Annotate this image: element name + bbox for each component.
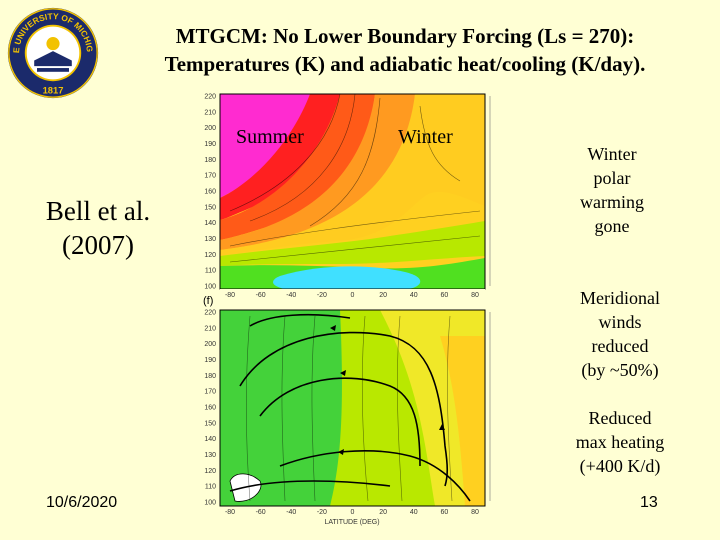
y-tick-label: 120 bbox=[204, 252, 216, 259]
x-tick-label: -20 bbox=[317, 509, 327, 516]
panel-tag: (f) bbox=[203, 295, 213, 307]
y-tick-label: 190 bbox=[204, 141, 216, 148]
x-tick-label: -80 bbox=[225, 509, 235, 516]
y-tick-label: 110 bbox=[205, 268, 216, 275]
x-tick-label: -60 bbox=[256, 292, 266, 299]
y-tick-label: 200 bbox=[204, 125, 216, 132]
note-line: Winter bbox=[587, 144, 637, 164]
note-line: Meridional bbox=[580, 288, 660, 308]
footer-page-number: 13 bbox=[640, 494, 658, 511]
reference-label: Bell et al. (2007) bbox=[28, 194, 168, 262]
x-tick-label: 0 bbox=[351, 292, 355, 299]
y-tick-label: 170 bbox=[204, 389, 216, 396]
winter-label: Winter bbox=[398, 126, 453, 148]
x-tick-label: 20 bbox=[379, 509, 387, 516]
x-tick-label: 80 bbox=[471, 509, 479, 516]
y-tick-label: 120 bbox=[204, 468, 216, 475]
top-panel bbox=[219, 93, 486, 290]
x-tick-label: -40 bbox=[286, 509, 296, 516]
note-meridional-winds: Meridional winds reduced (by ~50%) bbox=[560, 286, 680, 382]
summer-label: Summer bbox=[236, 126, 304, 148]
y-tick-label: 130 bbox=[204, 452, 216, 459]
note-line: warming bbox=[580, 192, 644, 212]
note-line: gone bbox=[594, 216, 630, 236]
y-tick-label: 140 bbox=[204, 220, 216, 227]
bottom-panel bbox=[219, 309, 486, 507]
y-tick-label: 160 bbox=[204, 405, 216, 412]
x-tick-label: 0 bbox=[351, 509, 355, 516]
contour-figure: (f) bbox=[203, 93, 491, 526]
note-line: Reduced bbox=[588, 408, 652, 428]
y-tick-label: 100 bbox=[204, 284, 216, 291]
x-tick-label: 20 bbox=[379, 292, 387, 299]
title-line-2: Temperatures (K) and adiabatic heat/cool… bbox=[164, 52, 646, 76]
note-line: (by ~50%) bbox=[581, 360, 659, 380]
y-tick-label: 130 bbox=[204, 236, 216, 243]
note-winter-warming: Winter polar warming gone bbox=[560, 142, 664, 238]
footer-date: 10/6/2020 bbox=[46, 494, 118, 511]
note-line: (+400 K/d) bbox=[579, 456, 661, 476]
bottom-y-ticks: 220 210 200 190 180 170 160 150 140 130 120 110 100 bbox=[204, 310, 216, 507]
y-tick-label: 170 bbox=[204, 173, 216, 180]
note-line: reduced bbox=[591, 336, 649, 356]
note-line: max heating bbox=[575, 432, 665, 452]
note-line: winds bbox=[598, 312, 642, 332]
x-tick-label: 40 bbox=[410, 292, 418, 299]
x-tick-label: -80 bbox=[225, 292, 235, 299]
x-tick-label: -40 bbox=[286, 292, 296, 299]
y-tick-label: 210 bbox=[204, 325, 216, 332]
x-tick-label: 60 bbox=[440, 509, 448, 516]
top-x-ticks: -80 -60 -40 -20 0 20 40 60 80 bbox=[225, 292, 479, 299]
reference-line-1: Bell et al. bbox=[45, 196, 151, 226]
y-tick-label: 180 bbox=[204, 157, 216, 164]
y-tick-label: 150 bbox=[204, 420, 216, 427]
x-axis-label: LATITUDE (DEG) bbox=[324, 519, 379, 526]
y-tick-label: 100 bbox=[204, 500, 216, 507]
title-line-1: MTGCM: No Lower Boundary Forcing (Ls = 2… bbox=[175, 24, 635, 48]
y-tick-label: 160 bbox=[204, 189, 216, 196]
reference-line-2: (2007) bbox=[62, 230, 134, 260]
y-tick-label: 140 bbox=[204, 436, 216, 443]
y-tick-label: 210 bbox=[204, 109, 216, 116]
y-tick-label: 190 bbox=[204, 357, 216, 364]
bottom-x-ticks: -80 -60 -40 -20 0 20 40 60 80 bbox=[225, 509, 479, 516]
y-tick-label: 110 bbox=[205, 484, 216, 491]
note-line: polar bbox=[593, 168, 631, 188]
y-tick-label: 220 bbox=[204, 94, 216, 101]
x-tick-label: 40 bbox=[410, 509, 418, 516]
x-tick-label: -60 bbox=[256, 509, 266, 516]
y-tick-label: 180 bbox=[204, 373, 216, 380]
university-seal: THE UNIVERSITY OF MICHIGAN 1817 bbox=[6, 6, 99, 99]
top-y-ticks: 220 210 200 190 180 170 160 150 140 130 120 110 100 bbox=[204, 94, 216, 291]
x-tick-label: 60 bbox=[440, 292, 448, 299]
seal-year: 1817 bbox=[43, 84, 64, 95]
y-tick-label: 200 bbox=[204, 341, 216, 348]
y-tick-label: 220 bbox=[204, 310, 216, 317]
y-tick-label: 150 bbox=[204, 204, 216, 211]
x-tick-label: -20 bbox=[317, 292, 327, 299]
slide-title: MTGCM: No Lower Boundary Forcing (Ls = 2… bbox=[100, 22, 710, 78]
note-max-heating: Reduced max heating (+400 K/d) bbox=[560, 406, 680, 478]
x-tick-label: 80 bbox=[471, 292, 479, 299]
